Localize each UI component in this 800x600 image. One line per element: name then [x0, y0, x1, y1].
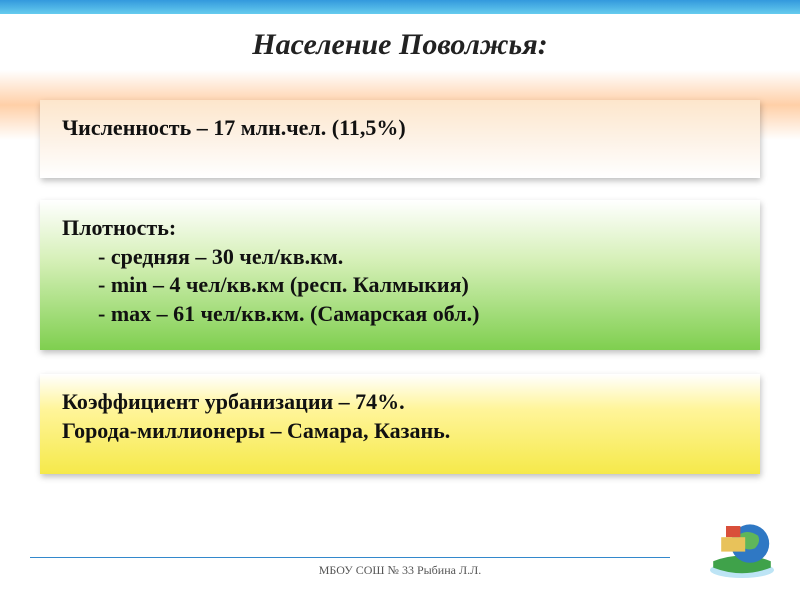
urbanization-coef: Коэффициент урбанизации – 74%. — [62, 388, 738, 417]
density-header: Плотность: — [62, 214, 738, 243]
million-cities: Города-миллионеры – Самара, Казань. — [62, 417, 738, 446]
box-urbanization: Коэффициент урбанизации – 74%. Города-ми… — [40, 374, 760, 474]
box-density: Плотность: - средняя – 30 чел/кв.км. - m… — [40, 200, 760, 350]
density-avg: - средняя – 30 чел/кв.км. — [62, 243, 738, 272]
population-line: Численность – 17 млн.чел. (11,5%) — [62, 114, 738, 143]
slide-title: Население Поволжья: — [0, 28, 800, 62]
slide: Население Поволжья: Численность – 17 млн… — [0, 0, 800, 600]
top-bar — [0, 0, 800, 14]
footer-text: МБОУ СОШ № 33 Рыбина Л.Л. — [0, 563, 800, 578]
density-max: - max – 61 чел/кв.км. (Самарская обл.) — [62, 300, 738, 329]
bottom-rule — [30, 557, 670, 558]
box-population: Численность – 17 млн.чел. (11,5%) — [40, 100, 760, 178]
density-min: - min – 4 чел/кв.км (респ. Калмыкия) — [62, 271, 738, 300]
globe-icon — [702, 502, 782, 582]
